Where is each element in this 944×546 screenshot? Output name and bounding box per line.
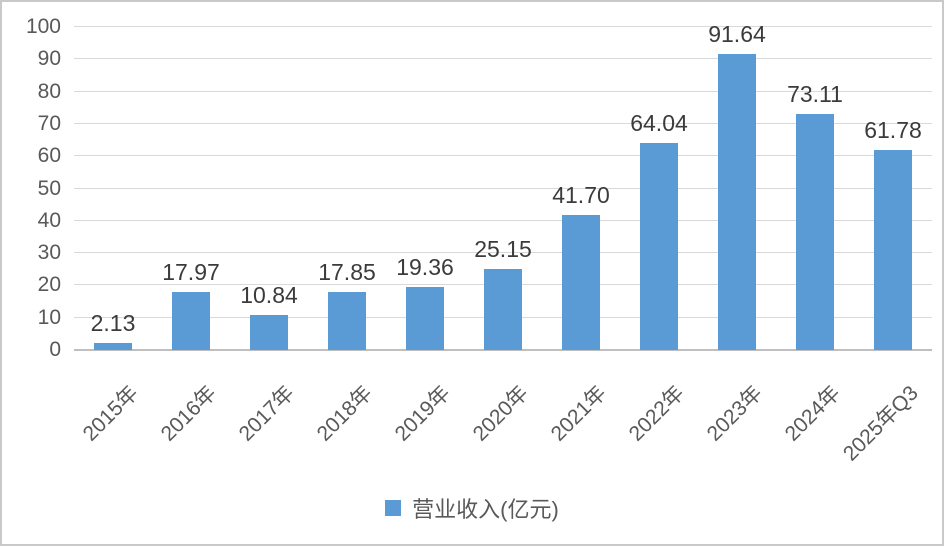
category-slot: 25.15 [464, 27, 542, 350]
gridline [74, 155, 932, 157]
gridline [74, 58, 932, 60]
data-label: 64.04 [630, 110, 688, 137]
bar [874, 150, 912, 350]
bar [562, 215, 600, 350]
data-label: 91.64 [708, 21, 766, 48]
legend-series-label: 营业收入(亿元) [412, 497, 559, 522]
x-axis-tick-labels: 2015年 2016年 2017年 2018年 2019年 2020年 2021年 2022年… [74, 358, 932, 478]
bar [406, 287, 444, 350]
gridline [74, 219, 932, 221]
data-label: 25.15 [474, 235, 532, 262]
y-tick-label: 80 [37, 79, 61, 103]
data-label: 17.85 [318, 259, 376, 286]
bars-container: 2.13 17.97 10.84 17.85 19.36 25.15 41.70 64.04 9… [74, 21, 932, 350]
y-tick-label: 90 [37, 47, 61, 71]
bar [640, 143, 678, 350]
category-slot: 91.64 [698, 21, 776, 350]
legend: 营业收入(亿元) [2, 492, 942, 524]
bar [796, 113, 834, 350]
gridline [74, 122, 932, 124]
category-slot: 17.85 [308, 27, 386, 350]
y-tick-label: 10 [37, 305, 61, 329]
bar [94, 343, 132, 350]
data-label: 2.13 [90, 310, 136, 337]
data-label: 73.11 [787, 80, 843, 107]
category-slot: 41.70 [542, 27, 620, 350]
gridline [74, 252, 932, 254]
data-label: 41.70 [552, 182, 610, 209]
plot-area: 0 10 20 30 40 50 60 70 80 90 100 2.13 17.97 10.84 17.… [26, 15, 932, 465]
bar [484, 268, 522, 350]
y-tick-label: 50 [37, 176, 61, 200]
y-tick-label: 60 [37, 144, 61, 168]
bar [718, 54, 756, 350]
y-tick-label: 30 [37, 241, 61, 265]
data-label: 19.36 [396, 254, 454, 281]
category-slot: 17.97 [152, 27, 230, 350]
data-label: 61.78 [864, 117, 922, 144]
data-label: 10.84 [240, 282, 298, 308]
y-tick-label: 100 [25, 15, 61, 38]
category-slot: 10.84 [230, 27, 308, 350]
data-label: 17.97 [162, 258, 220, 285]
y-tick-label: 70 [37, 111, 61, 135]
category-slot: 73.11 [776, 27, 854, 350]
category-slot: 61.78 [854, 27, 932, 350]
bar [172, 291, 210, 350]
category-slot: 19.36 [386, 27, 464, 350]
category-slot: 2.13 [74, 27, 152, 350]
gridline [74, 187, 932, 189]
y-tick-label: 40 [37, 208, 61, 232]
legend-marker-icon [385, 500, 402, 516]
category-slot: 64.04 [620, 27, 698, 350]
bar [328, 292, 366, 350]
gridline [74, 26, 932, 27]
bar [250, 315, 288, 350]
y-tick-label: 20 [37, 273, 61, 297]
gridline [74, 90, 932, 92]
y-tick-label: 0 [49, 338, 61, 361]
x-axis-line [74, 349, 932, 351]
